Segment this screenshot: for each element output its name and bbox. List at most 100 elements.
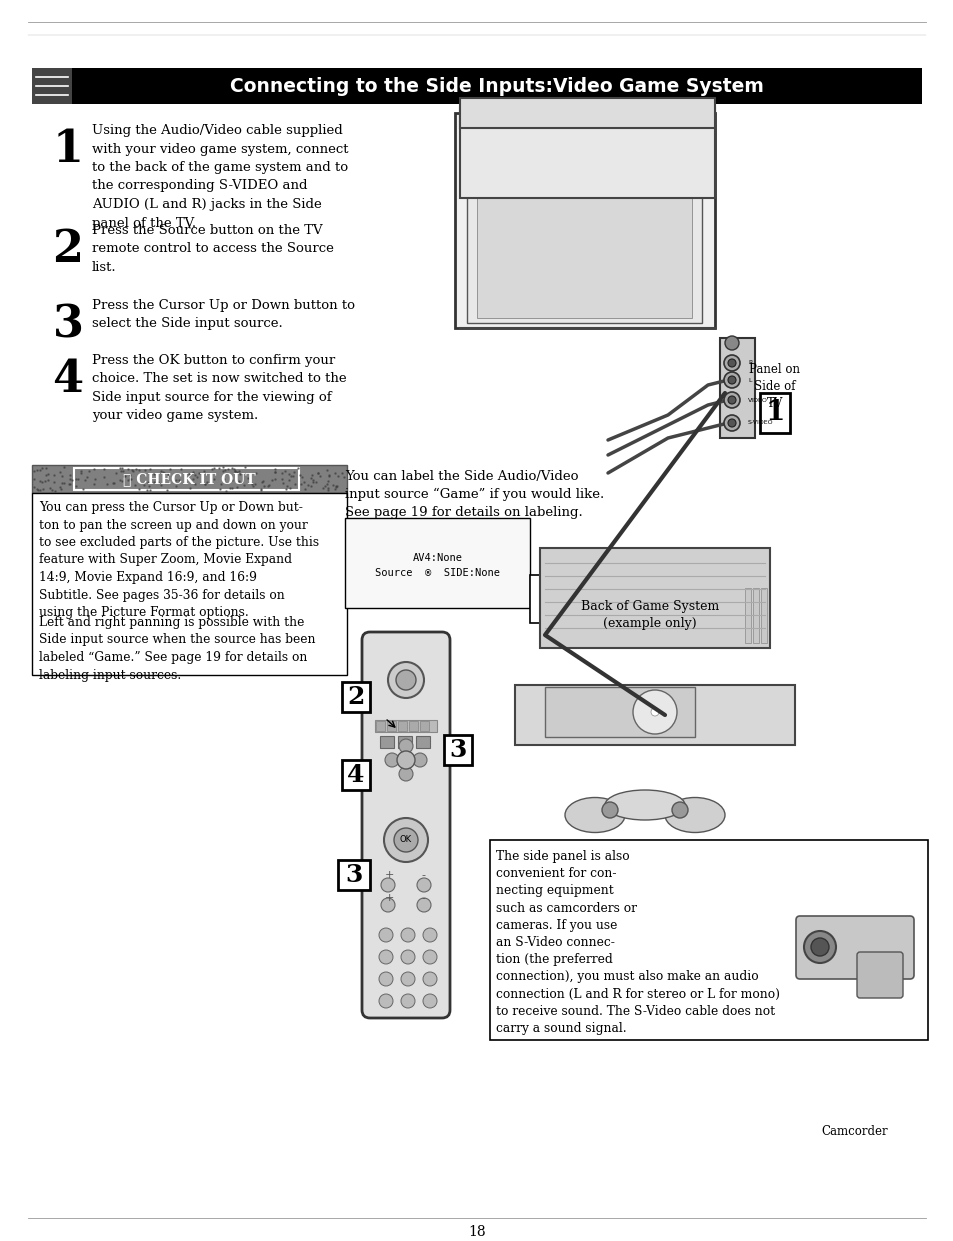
Circle shape bbox=[395, 670, 416, 690]
Bar bbox=[375, 721, 385, 731]
Ellipse shape bbox=[664, 798, 724, 833]
Bar bbox=[530, 575, 769, 623]
Circle shape bbox=[723, 372, 740, 388]
Circle shape bbox=[727, 419, 735, 427]
Text: Using the Audio/Video cable supplied
with your video game system, connect
to the: Using the Audio/Video cable supplied wit… bbox=[91, 124, 348, 230]
Bar bbox=[760, 393, 789, 433]
Bar bbox=[744, 588, 750, 643]
Text: The side panel is also
convenient for con-
necting equipment
such as camcorders : The side panel is also convenient for co… bbox=[496, 850, 780, 1035]
Text: -: - bbox=[420, 894, 424, 903]
Bar bbox=[375, 720, 436, 732]
Bar bbox=[32, 465, 347, 493]
Bar bbox=[345, 517, 530, 608]
Bar bbox=[416, 736, 430, 748]
Text: AV4:None: AV4:None bbox=[412, 553, 462, 563]
Text: 3: 3 bbox=[52, 303, 84, 346]
Bar bbox=[337, 860, 370, 890]
Circle shape bbox=[378, 994, 393, 1008]
Text: 2: 2 bbox=[347, 685, 364, 709]
Bar bbox=[341, 683, 370, 712]
Circle shape bbox=[400, 972, 415, 987]
Circle shape bbox=[400, 928, 415, 942]
Text: Press the OK button to confirm your
choice. The set is now switched to the
Side : Press the OK button to confirm your choi… bbox=[91, 354, 346, 422]
Text: Connecting to the Side Inputs:Video Game System: Connecting to the Side Inputs:Video Game… bbox=[230, 77, 763, 96]
Text: Panel on
Side of
TV: Panel on Side of TV bbox=[749, 364, 800, 410]
Bar bbox=[379, 736, 394, 748]
Circle shape bbox=[400, 994, 415, 1008]
Circle shape bbox=[394, 828, 417, 853]
Circle shape bbox=[727, 376, 735, 383]
Bar bbox=[459, 108, 714, 199]
Bar bbox=[515, 685, 794, 745]
Bar bbox=[490, 840, 927, 1040]
Text: 4: 4 bbox=[52, 357, 84, 401]
Text: Press the Source button on the TV
remote control to access the Source
list.: Press the Source button on the TV remote… bbox=[91, 223, 334, 274]
Text: 3: 3 bbox=[449, 738, 466, 762]
Circle shape bbox=[723, 355, 740, 371]
Circle shape bbox=[601, 802, 618, 818]
Text: 1: 1 bbox=[764, 400, 784, 427]
Bar bbox=[419, 721, 429, 731]
Text: Left and right panning is possible with the
Side input source when the source ha: Left and right panning is possible with … bbox=[39, 616, 315, 681]
Bar bbox=[397, 721, 407, 731]
Text: 18: 18 bbox=[468, 1225, 485, 1239]
Bar bbox=[409, 721, 417, 731]
Bar bbox=[760, 588, 766, 643]
Circle shape bbox=[422, 994, 436, 1008]
Text: 2: 2 bbox=[52, 228, 84, 271]
Circle shape bbox=[724, 336, 739, 350]
Circle shape bbox=[810, 938, 828, 956]
Bar bbox=[467, 118, 701, 323]
Bar bbox=[32, 68, 921, 104]
Circle shape bbox=[380, 877, 395, 892]
Text: L: L bbox=[747, 377, 751, 382]
Text: ☑ CHECK IT OUT: ☑ CHECK IT OUT bbox=[123, 472, 255, 486]
Text: +: + bbox=[384, 894, 394, 903]
Circle shape bbox=[723, 414, 740, 431]
Circle shape bbox=[378, 951, 393, 964]
Bar bbox=[32, 68, 71, 104]
Circle shape bbox=[671, 802, 687, 818]
Ellipse shape bbox=[564, 798, 624, 833]
Text: 4: 4 bbox=[347, 763, 364, 787]
Text: -: - bbox=[420, 870, 424, 880]
Bar bbox=[455, 113, 714, 328]
Circle shape bbox=[378, 928, 393, 942]
Bar bbox=[74, 468, 298, 490]
Text: S-VIDEO: S-VIDEO bbox=[747, 421, 773, 426]
Text: Back of Game System
(example only): Back of Game System (example only) bbox=[580, 599, 719, 630]
Text: You can press the Cursor Up or Down but-
ton to pan the screen up and down on yo: You can press the Cursor Up or Down but-… bbox=[39, 501, 319, 619]
Circle shape bbox=[388, 661, 423, 697]
Circle shape bbox=[398, 767, 413, 781]
Text: +: + bbox=[384, 870, 394, 880]
Text: VIDEO: VIDEO bbox=[747, 397, 767, 402]
Circle shape bbox=[400, 951, 415, 964]
Text: 3: 3 bbox=[345, 862, 362, 887]
Circle shape bbox=[378, 972, 393, 987]
Circle shape bbox=[422, 928, 436, 942]
Bar bbox=[459, 98, 714, 128]
FancyBboxPatch shape bbox=[361, 632, 450, 1018]
Ellipse shape bbox=[604, 791, 684, 820]
Text: Press the Cursor Up or Down button to
select the Side input source.: Press the Cursor Up or Down button to se… bbox=[91, 299, 355, 330]
Circle shape bbox=[398, 738, 413, 753]
Circle shape bbox=[416, 898, 431, 912]
Circle shape bbox=[396, 751, 415, 769]
Circle shape bbox=[384, 818, 428, 862]
Circle shape bbox=[416, 877, 431, 892]
Circle shape bbox=[727, 359, 735, 367]
Text: Source  ®  SIDE:None: Source ® SIDE:None bbox=[375, 568, 499, 578]
Text: R: R bbox=[747, 360, 752, 366]
Circle shape bbox=[385, 753, 398, 767]
Circle shape bbox=[422, 972, 436, 987]
Circle shape bbox=[803, 931, 835, 963]
Bar bbox=[720, 338, 754, 438]
Bar bbox=[387, 721, 395, 731]
Circle shape bbox=[723, 392, 740, 408]
Circle shape bbox=[413, 753, 427, 767]
FancyBboxPatch shape bbox=[856, 952, 902, 998]
Bar bbox=[539, 549, 769, 648]
Text: You can label the Side Audio/Video
input source “Game” if you would like.
See pa: You can label the Side Audio/Video input… bbox=[345, 470, 603, 519]
Text: OK: OK bbox=[399, 835, 412, 844]
Bar bbox=[443, 735, 472, 764]
